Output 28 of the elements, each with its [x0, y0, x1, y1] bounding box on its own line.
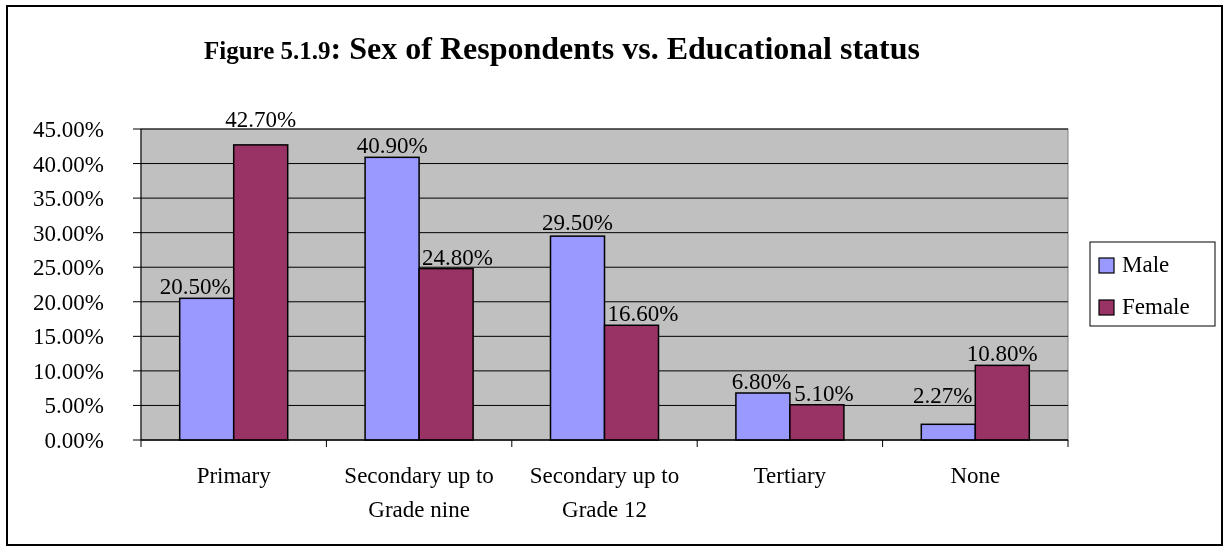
y-tick-label: 15.00%: [33, 324, 104, 350]
data-label: 2.27%: [912, 383, 973, 409]
y-tick-label: 30.00%: [33, 220, 104, 246]
data-label: 29.50%: [542, 210, 613, 236]
x-tick-label: Primary: [196, 463, 272, 488]
legend-label: Male: [1122, 252, 1170, 277]
y-tick-label: 20.00%: [33, 289, 104, 315]
data-label: 20.50%: [159, 274, 231, 300]
data-label: 6.80%: [731, 369, 792, 394]
data-label: 16.60%: [607, 301, 679, 327]
x-tick-label: Secondary up to Grade 12: [529, 463, 680, 522]
data-label: 42.70%: [225, 106, 297, 132]
x-tick-label: None: [950, 463, 1001, 488]
y-tick-label: 25.00%: [33, 255, 104, 281]
y-tick-label: 40.00%: [33, 151, 104, 177]
x-tick-label: Tertiary: [753, 463, 827, 488]
y-tick-label: 10.00%: [33, 358, 104, 384]
legend-label: Female: [1122, 294, 1190, 319]
y-tick-label: 0.00%: [44, 428, 104, 454]
y-tick-label: 35.00%: [33, 186, 104, 212]
data-label: 40.90%: [356, 133, 428, 159]
y-tick-label: 45.00%: [33, 117, 104, 143]
data-label: 5.10%: [794, 380, 854, 406]
x-tick-label: Secondary up to Grade nine: [344, 463, 494, 522]
y-tick-label: 5.00%: [44, 393, 104, 419]
data-label: 24.80%: [422, 244, 494, 270]
chart-title: Figure 5.1.9: Sex of Respondents vs. Educational status: [203, 30, 921, 66]
data-label: 10.80%: [966, 341, 1038, 367]
